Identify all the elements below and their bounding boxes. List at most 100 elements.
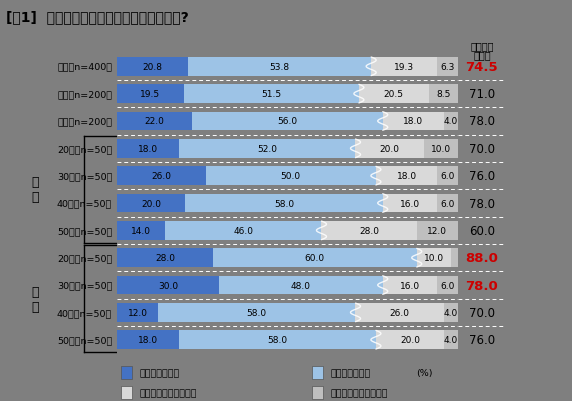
Bar [192,112,383,131]
Text: 20.0: 20.0 [380,144,399,154]
Text: 50.0: 50.0 [281,172,301,181]
Text: 78.0: 78.0 [469,115,495,128]
Bar [121,386,132,399]
Text: 30.0: 30.0 [158,281,178,290]
Text: 40代（n=50）: 40代（n=50） [57,199,112,208]
Bar [117,140,178,158]
Bar [355,140,423,158]
Text: 20代（n=50）: 20代（n=50） [57,144,112,154]
Bar [117,167,206,186]
Text: 12.0: 12.0 [128,308,148,317]
Bar [383,112,444,131]
Text: 28.0: 28.0 [359,226,379,235]
Bar [383,276,437,295]
Text: 4.0: 4.0 [444,308,458,317]
Text: 53.8: 53.8 [269,63,289,72]
Bar [117,58,188,77]
Bar [178,140,355,158]
Text: 40代（n=50）: 40代（n=50） [57,308,112,317]
Bar [444,112,458,131]
Text: 58.0: 58.0 [274,199,294,208]
Bar [376,167,437,186]
Text: 28.0: 28.0 [155,253,175,263]
Bar [121,366,132,379]
Text: 6.0: 6.0 [440,199,455,208]
Bar [371,58,437,77]
Text: 26.0: 26.0 [390,308,410,317]
Text: 78.0: 78.0 [469,197,495,210]
Text: 51.5: 51.5 [261,90,281,99]
Bar [184,85,359,104]
Text: 女性（n=200）: 女性（n=200） [57,117,112,126]
Text: 8.5: 8.5 [436,90,450,99]
Text: 70.0: 70.0 [469,306,495,319]
Text: 71.0: 71.0 [469,88,495,101]
Text: 46.0: 46.0 [233,226,253,235]
Text: 88.0: 88.0 [466,251,498,265]
Text: 19.3: 19.3 [394,63,414,72]
Text: 76.0: 76.0 [469,170,495,183]
Bar [417,221,458,240]
Bar [312,366,323,379]
Bar [117,303,158,322]
Text: 18.0: 18.0 [138,144,158,154]
Text: 全体（n=400）: 全体（n=400） [57,63,112,72]
Bar [117,112,192,131]
Bar [117,194,185,213]
Text: 10.0: 10.0 [431,144,451,154]
Text: 58.0: 58.0 [267,335,287,344]
Text: ほとんど気にならない: ほとんど気にならない [140,388,197,397]
Text: 気になる: 気になる [470,41,494,51]
Text: 4.0: 4.0 [444,335,458,344]
Text: 10.0: 10.0 [424,253,444,263]
Bar [185,194,383,213]
Text: たまに気になる: たまに気になる [331,368,371,377]
Bar [444,330,458,349]
Bar [444,303,458,322]
Text: 22.0: 22.0 [145,117,165,126]
Text: 18.0: 18.0 [396,172,416,181]
Bar [437,167,458,186]
Text: 60.0: 60.0 [305,253,325,263]
Text: （計）: （計） [473,50,491,60]
Text: 12.0: 12.0 [427,226,447,235]
Text: 4.0: 4.0 [444,117,458,126]
Text: 19.5: 19.5 [140,90,161,99]
Bar [213,249,417,267]
Text: 70.0: 70.0 [469,142,495,156]
Bar [117,330,178,349]
Bar [376,330,444,349]
Bar [188,58,371,77]
Bar [355,303,444,322]
Text: 14.0: 14.0 [131,226,151,235]
Bar [178,330,376,349]
Bar [321,221,417,240]
Text: 20.8: 20.8 [142,63,162,72]
Text: 50代（n=50）: 50代（n=50） [57,226,112,235]
Text: 50代（n=50）: 50代（n=50） [57,335,112,344]
Bar [437,194,458,213]
Text: [図1]  マスク内のニオイが気になりますか?: [図1] マスク内のニオイが気になりますか? [6,10,188,24]
Text: 20代（n=50）: 20代（n=50） [57,253,112,263]
Bar [423,140,458,158]
Text: 女
性: 女 性 [31,285,39,313]
Text: 30代（n=50）: 30代（n=50） [57,281,112,290]
Bar [383,194,437,213]
Text: 6.0: 6.0 [440,281,455,290]
Bar [437,276,458,295]
Bar [417,249,451,267]
Bar [428,85,458,104]
Text: 6.0: 6.0 [440,172,455,181]
Text: 気になったことはない: 気になったことはない [331,388,388,397]
Bar [117,249,213,267]
Text: 78.0: 78.0 [466,279,498,292]
Bar [437,58,458,77]
Text: 18.0: 18.0 [403,117,423,126]
Text: (%): (%) [416,368,432,377]
Bar [117,221,165,240]
Bar [165,221,321,240]
Text: 20.0: 20.0 [141,199,161,208]
Text: 60.0: 60.0 [469,224,495,237]
Text: いつも気になる: いつも気になる [140,368,180,377]
Text: 58.0: 58.0 [247,308,267,317]
